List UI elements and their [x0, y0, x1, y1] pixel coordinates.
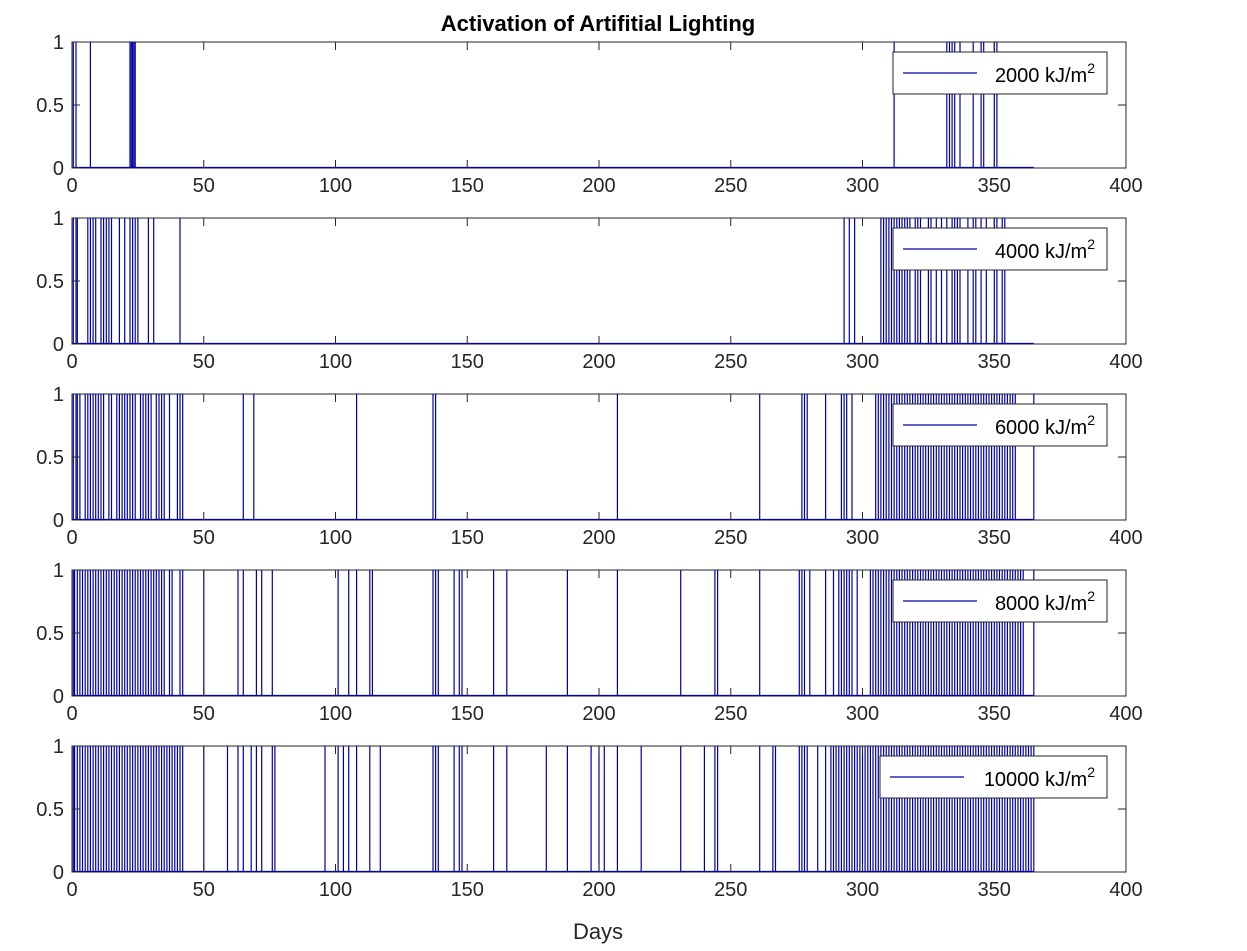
x-tick-label: 400 [1109, 351, 1142, 373]
y-tick-label: 0 [53, 158, 64, 180]
legend-superscript: 2 [1087, 412, 1095, 428]
x-tick-label: 400 [1109, 527, 1142, 549]
x-tick-label: 300 [846, 703, 879, 725]
x-tick-label: 100 [319, 703, 352, 725]
legend-superscript: 2 [1087, 236, 1095, 252]
x-tick-label: 0 [66, 351, 77, 373]
x-axis-label: Days [573, 919, 623, 944]
x-tick-label: 50 [193, 879, 215, 901]
x-tick-label: 50 [193, 527, 215, 549]
legend: 2000 kJ/m2 [892, 51, 1108, 95]
x-tick-label: 250 [714, 175, 747, 197]
x-tick-label: 150 [451, 527, 484, 549]
x-tick-label: 100 [319, 175, 352, 197]
x-tick-label: 200 [582, 703, 615, 725]
y-tick-label: 0.5 [36, 271, 64, 293]
x-tick-label: 200 [582, 351, 615, 373]
y-tick-label: 1 [53, 32, 64, 54]
x-tick-label: 150 [451, 175, 484, 197]
x-tick-label: 350 [978, 527, 1011, 549]
subplot-1: 0 50 100 150 200 250 300 350 400 0 0.5 1 2000 kJ/m2 [36, 32, 1143, 197]
legend-label: 6000 kJ/m2 [995, 412, 1095, 439]
y-tick-label: 0 [53, 862, 64, 884]
legend-label: 8000 kJ/m2 [995, 588, 1095, 615]
x-tick-label: 200 [582, 879, 615, 901]
y-tick-label: 0 [53, 334, 64, 356]
y-tick-label: 0.5 [36, 799, 64, 821]
x-tick-label: 350 [978, 879, 1011, 901]
x-tick-label: 200 [582, 175, 615, 197]
y-tick-label: 0.5 [36, 447, 64, 469]
series-1-pulses [72, 42, 998, 168]
legend: 4000 kJ/m2 [892, 227, 1108, 271]
series-4-pulses [72, 570, 1035, 696]
x-tick-label: 150 [451, 351, 484, 373]
chart-title: Activation of Artifitial Lighting [441, 11, 756, 36]
legend-label: 10000 kJ/m2 [984, 764, 1095, 791]
legend: 10000 kJ/m2 [879, 755, 1108, 799]
x-tick-label: 350 [978, 703, 1011, 725]
y-tick-label: 1 [53, 208, 64, 230]
subplot-4: 0 50 100 150 200 250 300 350 400 0 0.5 1 8000 kJ/m2 [36, 560, 1143, 725]
subplot-2: 0 50 100 150 200 250 300 350 400 0 0.5 1 4000 kJ/m2 [36, 208, 1143, 373]
legend: 6000 kJ/m2 [892, 403, 1108, 447]
x-tick-label: 150 [451, 879, 484, 901]
x-tick-label: 50 [193, 175, 215, 197]
subplot-3: 0 50 100 150 200 250 300 350 400 0 0.5 1 6000 kJ/m2 [36, 384, 1143, 549]
x-tick-label: 350 [978, 175, 1011, 197]
x-tick-label: 300 [846, 175, 879, 197]
x-tick-label: 150 [451, 703, 484, 725]
x-tick-label: 250 [714, 351, 747, 373]
x-tick-label: 50 [193, 703, 215, 725]
x-tick-label: 0 [66, 879, 77, 901]
y-tick-label: 0 [53, 686, 64, 708]
y-tick-label: 1 [53, 736, 64, 758]
legend-superscript: 2 [1087, 764, 1095, 780]
x-tick-label: 50 [193, 351, 215, 373]
x-tick-label: 200 [582, 527, 615, 549]
legend: 8000 kJ/m2 [892, 579, 1108, 623]
legend-superscript: 2 [1087, 588, 1095, 604]
x-tick-label: 300 [846, 527, 879, 549]
x-tick-label: 400 [1109, 703, 1142, 725]
x-tick-label: 250 [714, 879, 747, 901]
x-tick-label: 400 [1109, 879, 1142, 901]
x-tick-label: 100 [319, 527, 352, 549]
x-tick-label: 300 [846, 879, 879, 901]
x-tick-label: 0 [66, 527, 77, 549]
y-tick-label: 0.5 [36, 623, 64, 645]
y-tick-label: 1 [53, 560, 64, 582]
x-tick-label: 250 [714, 703, 747, 725]
x-tick-label: 250 [714, 527, 747, 549]
subplot-5: 0 50 100 150 200 250 300 350 400 0 0.5 1 10000 kJ/m2 [36, 736, 1143, 901]
x-tick-label: 0 [66, 175, 77, 197]
legend-superscript: 2 [1087, 60, 1095, 76]
x-tick-label: 0 [66, 703, 77, 725]
x-tick-label: 100 [319, 879, 352, 901]
y-tick-label: 1 [53, 384, 64, 406]
y-tick-label: 0 [53, 510, 64, 532]
x-tick-label: 100 [319, 351, 352, 373]
legend-label: 2000 kJ/m2 [995, 60, 1095, 87]
x-tick-label: 400 [1109, 175, 1142, 197]
x-tick-label: 350 [978, 351, 1011, 373]
x-tick-label: 300 [846, 351, 879, 373]
legend-label: 4000 kJ/m2 [995, 236, 1095, 263]
y-tick-label: 0.5 [36, 95, 64, 117]
